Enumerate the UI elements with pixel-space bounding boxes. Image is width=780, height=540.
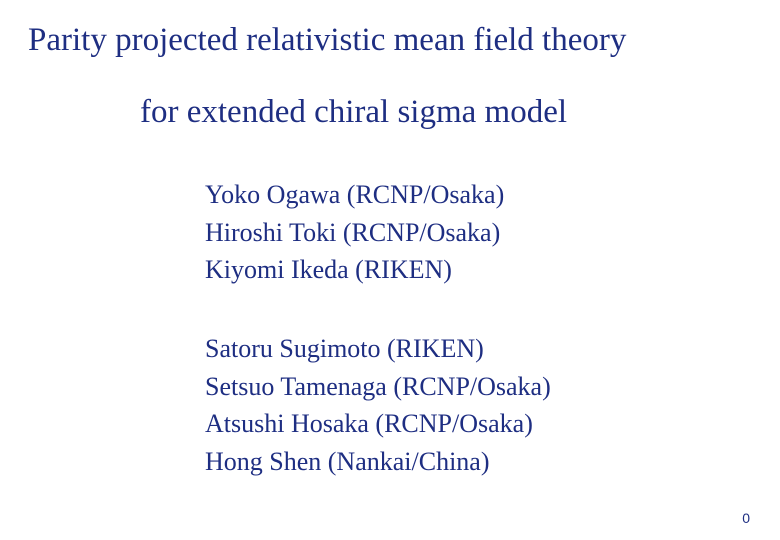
title-line-2: for extended chiral sigma model (140, 94, 567, 131)
page-number: 0 (742, 510, 750, 526)
author-line: Kiyomi Ikeda (RIKEN) (205, 251, 504, 289)
author-line: Satoru Sugimoto (RIKEN) (205, 330, 551, 368)
author-line: Hiroshi Toki (RCNP/Osaka) (205, 214, 504, 252)
author-line: Hong Shen (Nankai/China) (205, 443, 551, 481)
authors-group-2: Satoru Sugimoto (RIKEN) Setsuo Tamenaga … (205, 330, 551, 481)
authors-group-1: Yoko Ogawa (RCNP/Osaka) Hiroshi Toki (RC… (205, 176, 504, 289)
title-line-1: Parity projected relativistic mean field… (28, 22, 626, 59)
author-line: Setsuo Tamenaga (RCNP/Osaka) (205, 368, 551, 406)
author-line: Atsushi Hosaka (RCNP/Osaka) (205, 405, 551, 443)
author-line: Yoko Ogawa (RCNP/Osaka) (205, 176, 504, 214)
slide: Parity projected relativistic mean field… (0, 0, 780, 540)
